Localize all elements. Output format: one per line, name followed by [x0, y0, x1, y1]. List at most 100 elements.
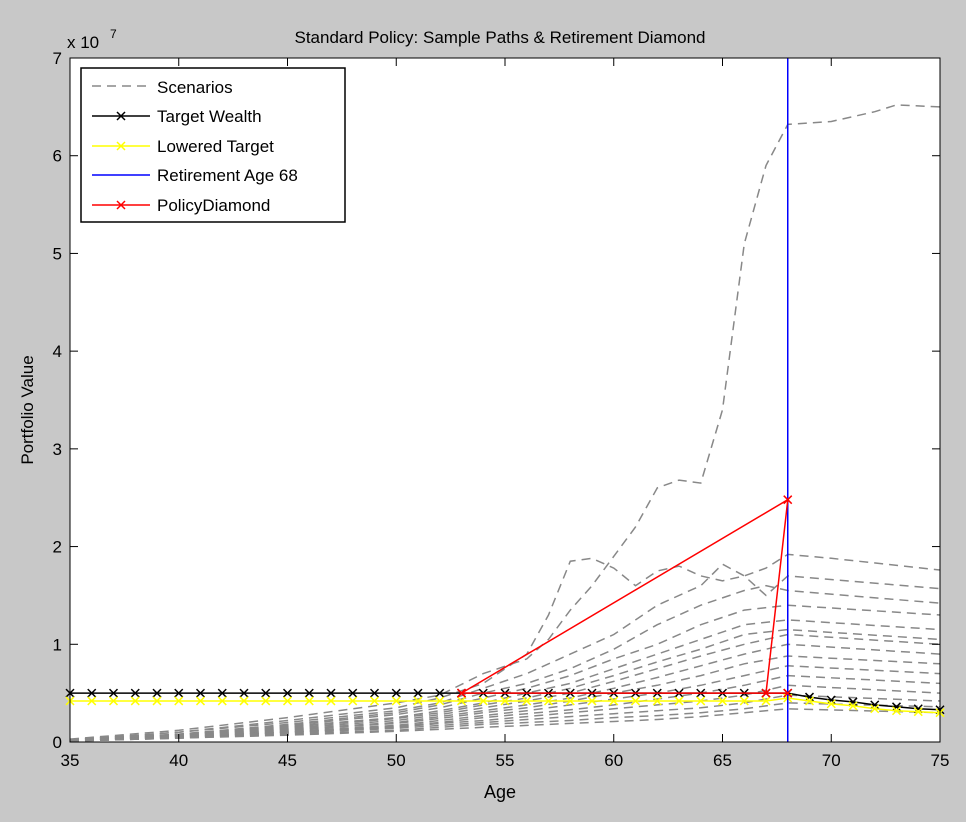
x-tick-label: 40 [169, 751, 188, 770]
lowered-target-marker [630, 696, 641, 706]
scenario-path-13 [69, 684, 941, 742]
lowered-target-marker [326, 696, 336, 706]
target-wealth-marker [804, 692, 815, 702]
x-tick-label: 45 [278, 751, 297, 770]
y-tick-label: 4 [53, 342, 62, 361]
lowered-target-marker [848, 701, 858, 711]
lowered-target-marker [891, 706, 902, 716]
lowered-target-marker [543, 696, 554, 706]
policy-diamond-marker [761, 688, 771, 698]
lowered-target-marker [391, 696, 401, 706]
y-tick-label: 1 [53, 635, 62, 654]
y-tick-label: 3 [53, 440, 62, 459]
lowered-target-marker [195, 696, 206, 706]
scenario-path-5 [69, 604, 941, 741]
lowered-target-marker [282, 696, 293, 706]
lowered-target-marker [456, 696, 467, 706]
lowered-target-marker [739, 696, 749, 706]
y-tick-label: 6 [53, 147, 62, 166]
lowered-target-marker [217, 696, 227, 706]
legend-sample-marker [116, 111, 126, 121]
target-wealth-marker [217, 688, 227, 698]
lowered-target-marker [108, 696, 119, 706]
lowered-target-marker [761, 696, 771, 706]
scenario-path-16 [69, 708, 941, 742]
lowered-target-marker [674, 696, 684, 706]
target-wealth-marker [304, 688, 314, 698]
lowered-target-marker [804, 696, 815, 706]
x-axis-ticks: 35 40 45 50 55 60 65 70 75 [61, 58, 950, 770]
x-tick-label: 55 [496, 751, 515, 770]
x-tick-label: 50 [387, 751, 406, 770]
target-wealth-marker [369, 688, 380, 698]
target-wealth-marker [174, 688, 184, 698]
y-tick-label: 2 [53, 538, 62, 557]
legend-sample-marker [116, 200, 126, 210]
policy-diamond-series [456, 495, 793, 698]
lowered-target-marker [369, 696, 380, 706]
lowered-target-marker [500, 696, 510, 706]
y-axis-label: Portfolio Value [18, 355, 37, 464]
lowered-target-marker [587, 696, 597, 706]
target-wealth-marker [239, 688, 249, 698]
y-axis-ticks: 0 1 2 3 4 5 6 7 [53, 49, 940, 752]
target-wealth-marker [130, 688, 140, 698]
target-wealth-marker [87, 688, 97, 698]
target-wealth-marker [826, 695, 836, 705]
target-wealth-marker [391, 688, 401, 698]
lowered-target-marker [913, 707, 923, 717]
target-wealth-marker [195, 688, 206, 698]
legend-label-policy-diamond: PolicyDiamond [157, 196, 270, 215]
lowered-target-marker [152, 696, 162, 706]
x-tick-label: 65 [713, 751, 732, 770]
scenario-path-10 [69, 655, 941, 742]
scenario-path-2 [69, 553, 941, 741]
x-tick-label: 75 [931, 751, 950, 770]
x-tick-label: 70 [822, 751, 841, 770]
lowered-target-marker [696, 696, 706, 706]
lowered-target-marker [478, 696, 488, 706]
lowered-target-marker [261, 696, 271, 706]
legend-label-lowered-target: Lowered Target [157, 137, 274, 156]
target-wealth-marker [435, 688, 445, 698]
target-wealth-marker [152, 688, 162, 698]
lowered-target-marker [435, 696, 445, 706]
chart-title: Standard Policy: Sample Paths & Retireme… [294, 28, 705, 47]
lowered-target-marker [870, 704, 880, 714]
lowered-target-marker [348, 696, 358, 706]
legend-samples [92, 85, 150, 210]
target-wealth-marker [413, 688, 423, 698]
x-axis-label: Age [484, 782, 516, 802]
legend: Scenarios Target Wealth Lowered Target R… [80, 67, 346, 223]
target-wealth-marker [848, 697, 858, 707]
legend-label-target-wealth: Target Wealth [157, 107, 262, 126]
target-wealth-marker [870, 700, 880, 710]
legend-box [80, 67, 346, 223]
target-wealth-marker [108, 688, 119, 698]
y-tick-label: 7 [53, 49, 62, 68]
scenario-path-3 [69, 563, 941, 741]
lowered-target-marker [174, 696, 184, 706]
lowered-target-series [65, 693, 945, 718]
lowered-target-marker [609, 696, 619, 706]
x-tick-label: 60 [604, 751, 623, 770]
legend-label-scenarios: Scenarios [157, 78, 233, 97]
lowered-target-marker [304, 696, 314, 706]
target-wealth-marker [348, 688, 358, 698]
lowered-target-marker [413, 696, 423, 706]
y-multiplier: x 10 [67, 33, 99, 52]
target-wealth-marker [282, 688, 293, 698]
scenario-path-6 [69, 619, 941, 741]
lowered-target-marker [565, 696, 575, 706]
lowered-target-marker [239, 696, 249, 706]
lowered-target-marker [87, 696, 97, 706]
lowered-target-marker [826, 699, 836, 709]
policy-diamond-marker [783, 688, 793, 698]
lowered-target-marker [652, 696, 662, 706]
policy-diamond-marker [456, 688, 467, 698]
scenario-path-14 [69, 694, 941, 742]
x-tick-label: 35 [61, 751, 80, 770]
target-wealth-marker [261, 688, 271, 698]
target-wealth-marker [326, 688, 336, 698]
y-tick-label: 5 [53, 244, 62, 263]
